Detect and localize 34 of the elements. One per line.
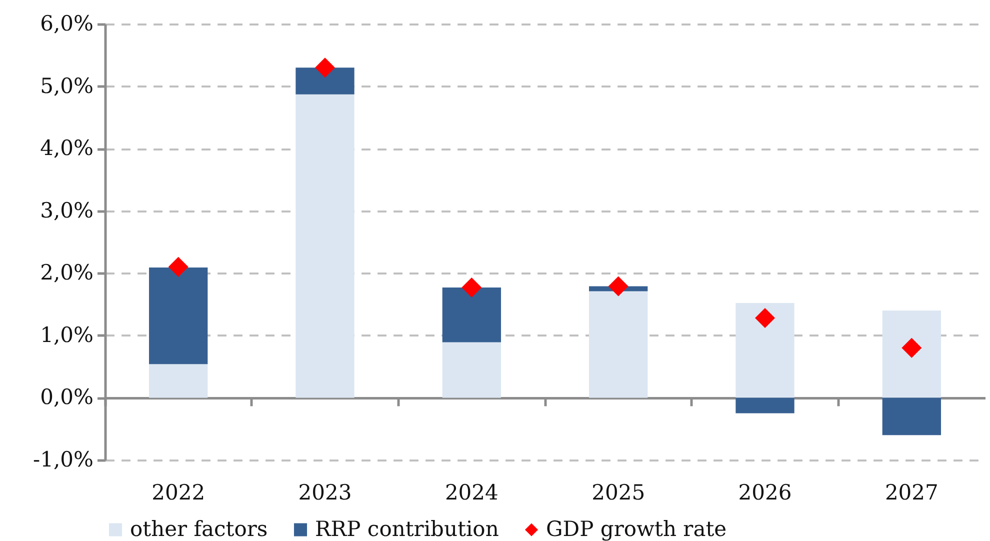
- bar: [736, 303, 794, 398]
- bar: [149, 364, 208, 398]
- point: [902, 338, 922, 358]
- point: [168, 256, 188, 277]
- y-tick-label: 5,0%: [40, 74, 94, 98]
- x-tick-label: 2027: [884, 480, 938, 504]
- bar: [296, 94, 354, 398]
- legend-label: GDP growth rate: [546, 516, 727, 541]
- x-tick-label: 2022: [152, 480, 206, 504]
- x-tick-label: 2024: [444, 480, 498, 504]
- y-tick-label: 6,0%: [40, 12, 94, 36]
- point: [315, 58, 335, 78]
- y-tick-label: 3,0%: [40, 198, 94, 222]
- point: [755, 308, 775, 328]
- legend-label: other factors: [130, 516, 268, 541]
- bar: [589, 291, 648, 398]
- point: [608, 276, 628, 296]
- x-tick-label: 2025: [592, 480, 646, 504]
- bar: [442, 287, 501, 342]
- x-tick-label: 2023: [298, 480, 352, 504]
- point: [462, 277, 482, 298]
- y-tick-label: 1,0%: [40, 322, 94, 347]
- x-tick-label: 2026: [738, 480, 792, 504]
- bar: [296, 68, 354, 94]
- bar: [736, 398, 794, 414]
- bar: [882, 310, 941, 398]
- y-tick-label: 2,0%: [40, 260, 94, 285]
- bar: [149, 268, 208, 364]
- y-tick-label: -1,0%: [33, 448, 94, 472]
- bar: [882, 398, 941, 436]
- legend-label: RRP contribution: [315, 516, 499, 541]
- bar: [442, 342, 501, 398]
- y-tick-label: 0,0%: [40, 385, 94, 410]
- y-tick-label: 4,0%: [40, 136, 94, 160]
